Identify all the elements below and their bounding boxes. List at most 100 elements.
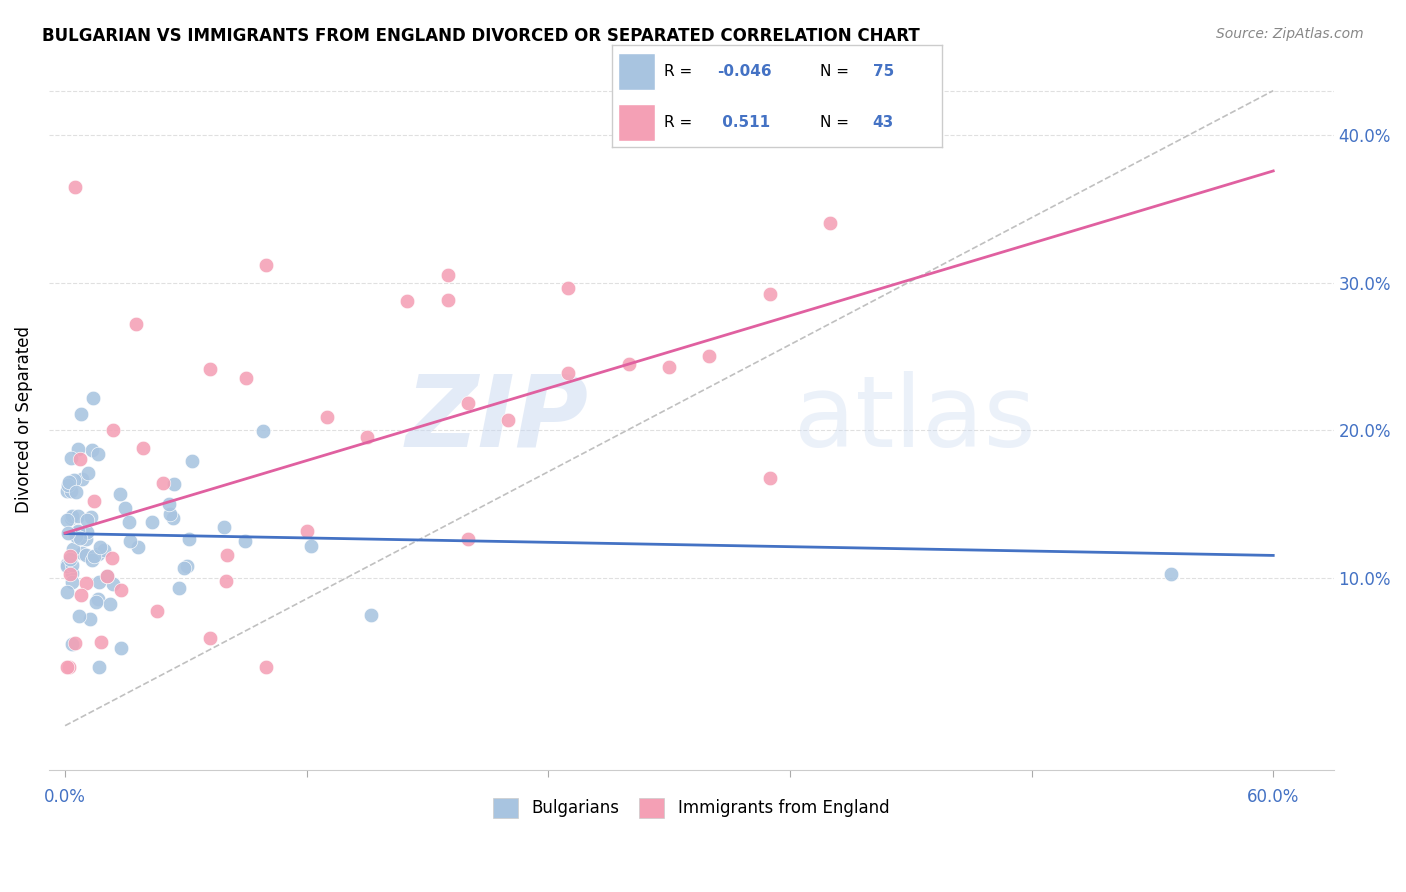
Point [315,409,337,424]
Point [256,659,278,673]
Text: 60.0%: 60.0% [1247,788,1299,805]
Point [56,659,79,673]
Point [1160,566,1182,581]
Text: 0.0%: 0.0% [44,788,86,805]
Point [62,541,84,556]
Point [215,548,238,562]
Point [176,559,198,574]
Text: -0.046: -0.046 [717,63,772,78]
Point [56,478,79,492]
Point [118,515,141,529]
Point [198,362,221,376]
Point [63,179,86,194]
Point [179,532,201,546]
Point [82,392,104,406]
Point [56,484,79,499]
Text: R =: R = [665,63,697,78]
Point [65,529,87,543]
Text: 43: 43 [873,115,894,130]
Point [67,509,90,524]
Text: Source: ZipAtlas.com: Source: ZipAtlas.com [1216,27,1364,41]
Point [60,475,83,489]
Point [235,371,257,385]
Legend: Bulgarians, Immigrants from England: Bulgarians, Immigrants from England [486,791,896,825]
Point [76,513,98,527]
Point [89,659,111,673]
Point [101,576,124,591]
Point [299,539,322,553]
Point [141,515,163,529]
Point [124,317,146,331]
Point [80,509,103,524]
Point [62,574,84,589]
Point [658,360,681,375]
Point [173,561,195,575]
Text: ZIP: ZIP [405,371,589,467]
Y-axis label: Divorced or Separated: Divorced or Separated [15,326,32,513]
Point [56,585,79,599]
Point [59,549,82,564]
Point [436,268,458,283]
Point [56,557,79,571]
Point [96,569,118,583]
Point [67,609,90,624]
Point [396,294,419,309]
Point [114,500,136,515]
Point [818,216,841,230]
Point [127,540,149,554]
Point [69,407,91,421]
Point [759,470,782,484]
Point [157,497,180,511]
Point [159,507,181,521]
Point [110,487,132,501]
Text: 75: 75 [873,63,894,78]
Point [457,532,479,546]
Point [212,520,235,534]
Point [60,558,83,572]
Point [69,531,91,545]
Point [58,526,80,541]
Point [67,524,90,539]
Point [110,641,132,656]
Point [87,575,110,590]
Point [70,588,93,602]
Point [59,551,82,566]
Bar [619,104,655,141]
Point [457,396,479,410]
Point [200,631,222,645]
Point [145,604,167,618]
Point [75,548,97,562]
Point [80,443,103,458]
Point [96,569,118,583]
Point [66,524,89,539]
Point [356,430,378,444]
Point [162,511,184,525]
Point [87,547,110,561]
Point [75,532,97,546]
Point [169,581,191,595]
Point [56,513,79,527]
Point [163,477,186,491]
Point [75,575,97,590]
Text: R =: R = [665,115,697,130]
Point [496,412,519,426]
Point [86,447,108,461]
Point [66,442,89,456]
Point [59,483,82,498]
Point [118,533,141,548]
Point [233,533,256,548]
Text: BULGARIAN VS IMMIGRANTS FROM ENGLAND DIVORCED OR SEPARATED CORRELATION CHART: BULGARIAN VS IMMIGRANTS FROM ENGLAND DIV… [42,27,920,45]
Point [83,549,105,563]
Point [699,349,721,363]
Text: N =: N = [820,63,853,78]
Bar [619,53,655,90]
Point [59,567,82,582]
Text: 0.511: 0.511 [717,115,770,130]
Point [63,636,86,650]
Point [215,574,238,589]
Point [360,608,382,623]
Point [436,293,458,307]
Point [295,524,318,538]
Point [98,597,121,611]
Point [83,494,105,508]
